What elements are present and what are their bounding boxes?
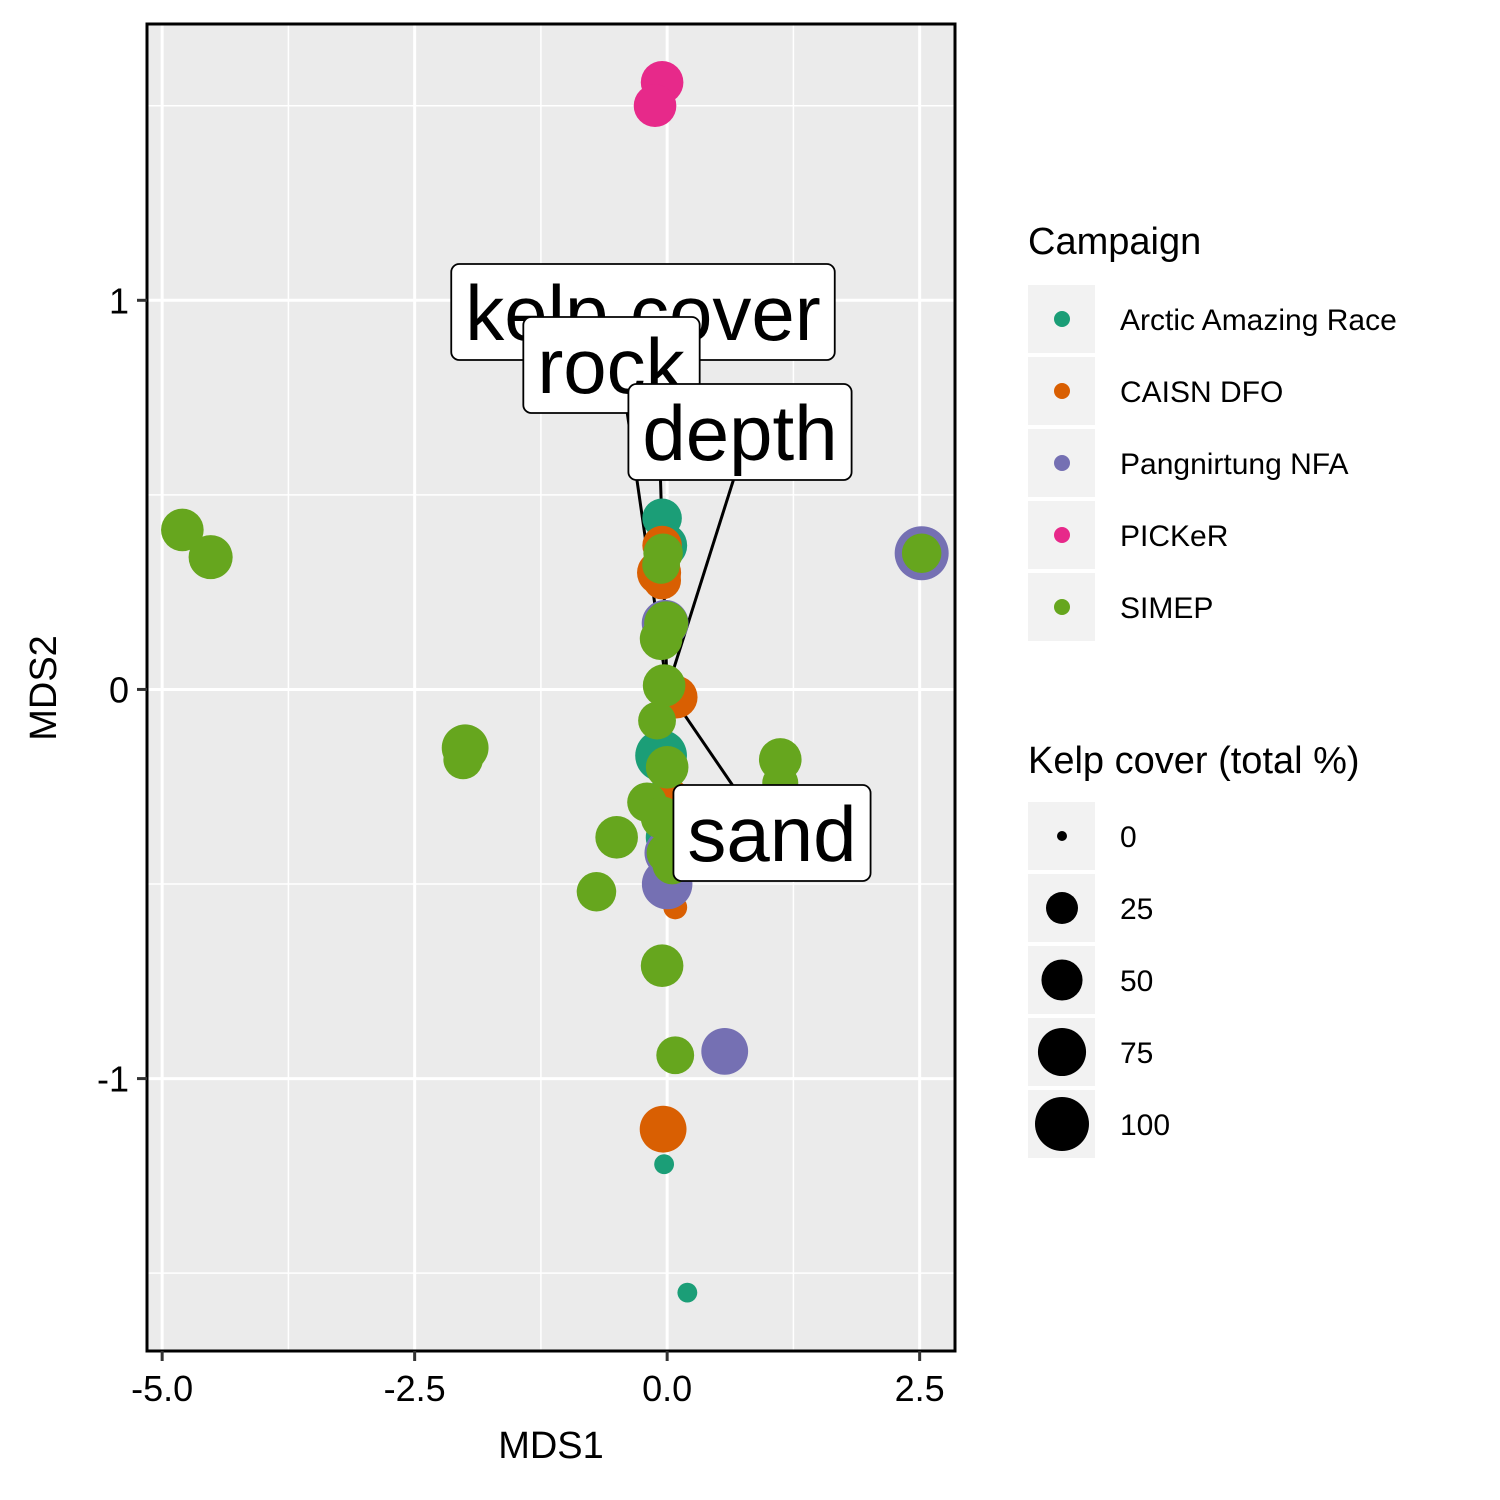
legend-label: 75 [1120,1037,1153,1070]
legend-size-key [1057,831,1067,841]
y-tick-label: 1 [109,280,129,321]
plot-panel [147,24,955,1351]
point-simep [656,1036,695,1075]
point-arctic-amazing-race [654,1154,675,1175]
point-simep [595,816,638,859]
legend-label: 25 [1120,893,1153,926]
legend-size-key [1046,892,1078,924]
point-simep [638,701,676,740]
y-tick-label: -1 [97,1059,129,1100]
campaign-legend: Campaign Arctic Amazing Race CAISN DFO Pang… [1028,221,1397,641]
legend-label: 0 [1120,821,1137,854]
legend-label: PICKeR [1120,520,1228,553]
x-axis: -5.0 -2.5 0.0 2.5 [131,1351,945,1409]
point-picker [633,84,677,128]
vector-label-box [627,383,853,481]
legend-label: 50 [1120,965,1153,998]
point-simep [645,745,689,789]
legend-key-arctic-amazing-race [1054,311,1070,327]
legend-size-key [1035,1097,1089,1151]
point-simep [642,546,681,584]
y-axis: -1 0 1 [97,280,147,1100]
legend-title-campaign: Campaign [1028,221,1201,263]
point-pangnirtung-nfa [701,1027,749,1075]
legend-size-key [1037,1027,1087,1077]
legend-label: Arctic Amazing Race [1120,304,1397,337]
point-simep [642,664,686,707]
point-simep [188,535,233,580]
legend-key-picker [1054,527,1070,543]
vector-label-text: depth [642,389,837,477]
vector-label-depth: depth [627,383,853,481]
y-axis-title: MDS2 [23,635,65,741]
x-tick-label: 2.5 [895,1368,945,1409]
x-tick-label: -5.0 [131,1368,193,1409]
legend-title-kelp-cover: Kelp cover (total %) [1028,740,1360,782]
point-simep [639,617,683,661]
plot-border [145,22,957,1353]
y-tick-label: 0 [109,669,129,710]
point-simep [901,533,942,574]
legend-key-simep [1054,599,1070,615]
vector-label-text: sand [687,790,856,878]
vector-label-sand: sand [672,784,872,882]
x-tick-label: 0.0 [642,1368,692,1409]
legend-label: SIMEP [1120,592,1213,625]
point-simep [443,739,483,780]
legend-label: Pangnirtung NFA [1120,448,1348,481]
point-arctic-amazing-race [677,1282,698,1303]
point-simep [161,508,204,552]
grid-minor [147,24,955,1351]
kelp-cover-legend: Kelp cover (total %) 0 25 50 75 100 [1028,740,1360,1158]
point-caisn-dfo [639,1105,687,1153]
legend-label: CAISN DFO [1120,376,1283,409]
legend-label: 100 [1120,1109,1170,1142]
x-tick-label: -2.5 [384,1368,446,1409]
legend-key-pangnirtung-nfa [1054,455,1070,471]
x-axis-title: MDS1 [498,1425,604,1467]
legend-key-caisn-dfo [1054,383,1070,399]
point-simep [576,872,617,912]
point-simep [640,944,684,988]
vector-label-box [672,784,872,882]
legend-size-key [1041,959,1083,1001]
